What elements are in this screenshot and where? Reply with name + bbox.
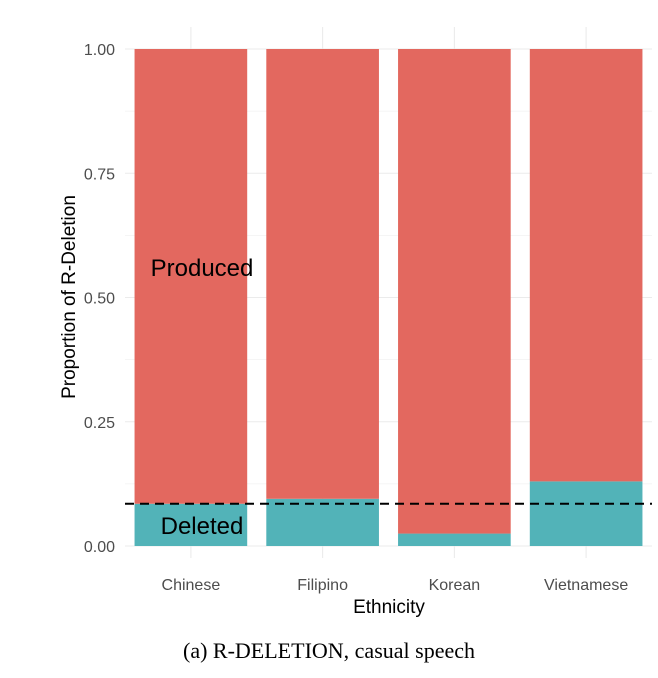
y-tick-label: 1.00 (84, 42, 115, 59)
stacked-bar-chart: 0.00 0.25 0.50 0.75 1.00 Chinese Filipino Kore… (59, 27, 652, 618)
bar-produced-chinese (134, 49, 248, 504)
bar-label-produced: Produced (151, 255, 254, 282)
x-tick-label: Korean (429, 577, 481, 594)
y-tick-label: 0.25 (84, 415, 115, 432)
bar-produced-korean (398, 49, 511, 534)
figure-caption: (a) R-DELETION, casual speech (0, 638, 658, 664)
bars (134, 49, 643, 546)
x-tick-label: Chinese (162, 577, 221, 594)
bar-deleted-filipino (266, 498, 379, 546)
x-tick-label: Vietnamese (544, 577, 628, 594)
x-axis-title: Ethnicity (353, 597, 425, 618)
y-tick-label: 0.50 (84, 291, 115, 308)
bar-produced-filipino (266, 49, 379, 499)
x-tick-label: Filipino (297, 577, 348, 594)
y-tick-label: 0.00 (84, 539, 115, 556)
bar-deleted-chinese (134, 503, 248, 546)
bar-deleted-korean (398, 533, 511, 546)
y-tick-labels: 0.00 0.25 0.50 0.75 1.00 (84, 42, 115, 556)
y-tick-label: 0.75 (84, 166, 115, 183)
y-axis-title: Proportion of R-Deletion (59, 195, 80, 399)
bar-deleted-vietnamese (529, 481, 643, 546)
caption-label: (a) (183, 638, 208, 663)
caption-rest: , casual speech (343, 638, 475, 663)
caption-term: R-DELETION (212, 638, 344, 663)
x-tick-labels: Chinese Filipino Korean Vietnamese (162, 577, 629, 594)
bar-label-deleted: Deleted (161, 513, 244, 540)
bar-produced-vietnamese (529, 49, 643, 482)
